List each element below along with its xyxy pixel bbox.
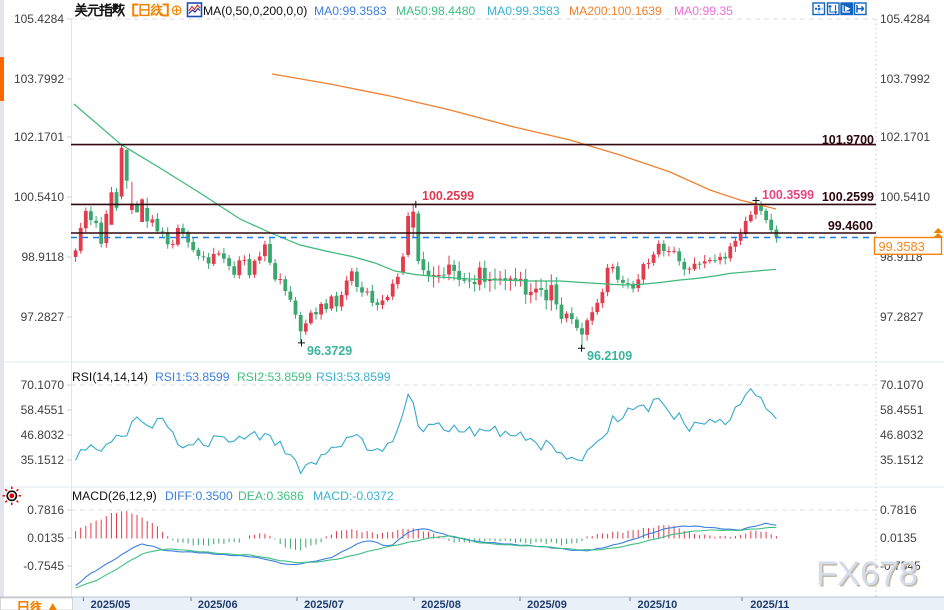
svg-text:102.1701: 102.1701: [880, 130, 930, 144]
svg-text:2025/07: 2025/07: [304, 599, 344, 610]
svg-text:RSI1:53.8599: RSI1:53.8599: [155, 370, 230, 384]
svg-text:MA0:99.3583: MA0:99.3583: [314, 4, 387, 18]
svg-text:RSI3:53.8599: RSI3:53.8599: [316, 370, 391, 384]
svg-text:-0.7545: -0.7545: [23, 559, 64, 573]
svg-text:46.8032: 46.8032: [21, 428, 65, 442]
svg-text:100.5410: 100.5410: [14, 190, 64, 204]
svg-text:2025/05: 2025/05: [91, 599, 131, 610]
svg-text:DIFF:0.3500: DIFF:0.3500: [165, 489, 233, 503]
svg-text:2025/10: 2025/10: [638, 599, 678, 610]
svg-text:RSI2:53.8599: RSI2:53.8599: [237, 370, 312, 384]
svg-text:2025/09: 2025/09: [527, 599, 567, 610]
svg-text:102.1701: 102.1701: [14, 130, 64, 144]
svg-text:FX678: FX678: [816, 555, 918, 593]
svg-text:99.4600: 99.4600: [828, 219, 873, 233]
svg-text:-0.7545: -0.7545: [880, 559, 921, 573]
svg-text:46.8032: 46.8032: [880, 428, 924, 442]
svg-text:MA(0,50,0,200,0,0): MA(0,50,0,200,0,0): [203, 4, 307, 18]
svg-text:35.1512: 35.1512: [880, 453, 924, 467]
svg-text:0.7816: 0.7816: [880, 503, 917, 517]
svg-text:70.1070: 70.1070: [21, 378, 65, 392]
svg-text:MACD:-0.0372: MACD:-0.0372: [313, 489, 394, 503]
svg-text:DEA:0.3686: DEA:0.3686: [238, 489, 304, 503]
svg-text:MA50:98.4480: MA50:98.4480: [396, 4, 476, 18]
svg-text:100.2599: 100.2599: [422, 189, 474, 203]
svg-text:2025/11: 2025/11: [750, 599, 789, 610]
svg-text:101.9700: 101.9700: [822, 133, 874, 147]
svg-text:96.2109: 96.2109: [587, 349, 632, 363]
svg-text:58.4551: 58.4551: [880, 403, 924, 417]
svg-text:0.0135: 0.0135: [27, 531, 64, 545]
svg-text:2025/08: 2025/08: [421, 599, 461, 610]
svg-text:100.2599: 100.2599: [822, 190, 874, 204]
svg-text:2025/06: 2025/06: [198, 599, 238, 610]
svg-text:0.7816: 0.7816: [27, 503, 64, 517]
svg-text:MA200:100.1639: MA200:100.1639: [569, 4, 662, 18]
svg-text:MA0:99.35: MA0:99.35: [674, 4, 733, 18]
svg-text:58.4551: 58.4551: [21, 403, 65, 417]
svg-text:100.3599: 100.3599: [762, 188, 814, 202]
svg-text:103.7992: 103.7992: [880, 72, 930, 86]
svg-text:99.3583: 99.3583: [879, 239, 925, 254]
svg-text:35.1512: 35.1512: [21, 453, 65, 467]
svg-text:98.9118: 98.9118: [22, 250, 65, 264]
svg-text:105.4284: 105.4284: [14, 12, 64, 26]
svg-text:103.7992: 103.7992: [14, 72, 64, 86]
svg-text:100.5410: 100.5410: [880, 190, 930, 204]
svg-text:0.0135: 0.0135: [880, 531, 917, 545]
svg-text:RSI(14,14,14): RSI(14,14,14): [72, 370, 148, 384]
svg-text:97.2827: 97.2827: [880, 310, 924, 324]
svg-text:70.1070: 70.1070: [880, 378, 924, 392]
svg-text:FX678: FX678: [818, 557, 920, 595]
svg-text:96.3729: 96.3729: [307, 344, 352, 358]
svg-text:105.4284: 105.4284: [880, 12, 930, 26]
svg-text:MACD(26,12,9): MACD(26,12,9): [72, 489, 157, 503]
svg-text:MA0:99.3583: MA0:99.3583: [487, 4, 560, 18]
svg-text:97.2827: 97.2827: [21, 310, 65, 324]
